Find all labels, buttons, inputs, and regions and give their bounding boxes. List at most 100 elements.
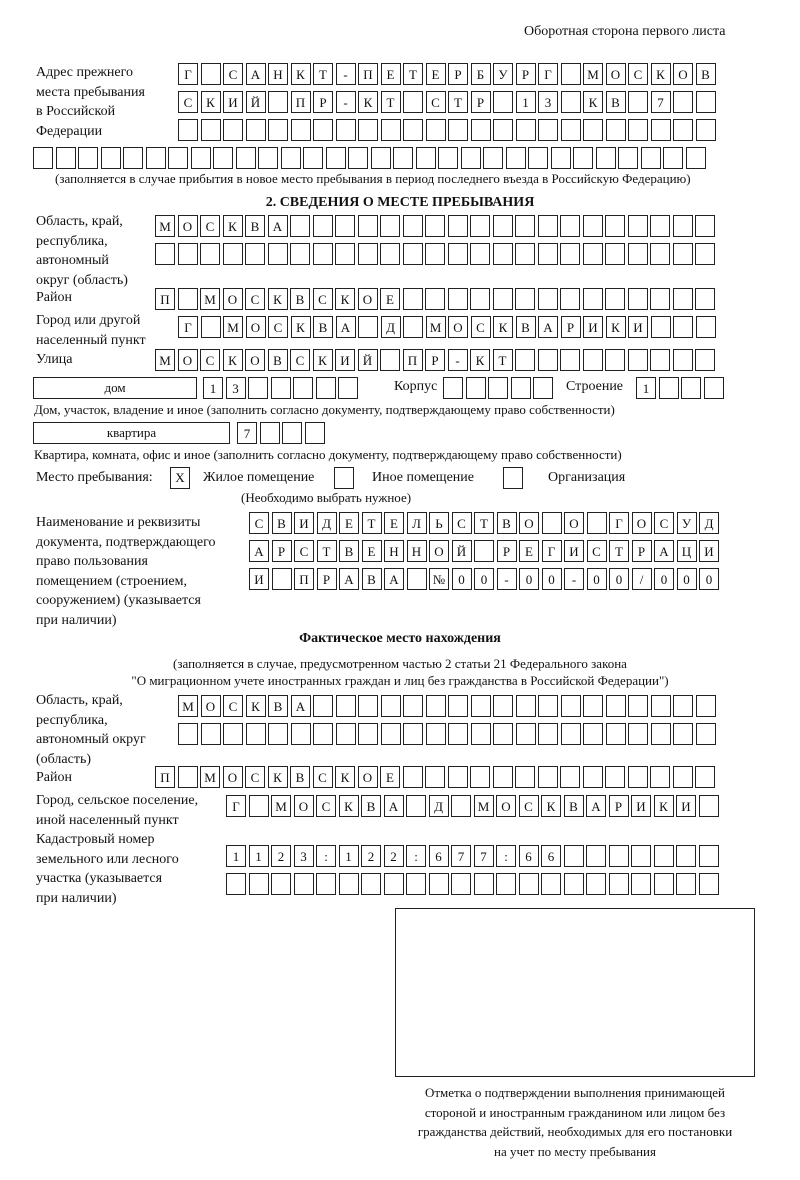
- form-cell[interactable]: П: [402, 349, 423, 371]
- form-cell[interactable]: В: [605, 91, 626, 113]
- form-cell[interactable]: У: [493, 63, 513, 85]
- form-cell[interactable]: В: [515, 316, 536, 338]
- form-cell[interactable]: К: [470, 349, 490, 371]
- form-cell[interactable]: В: [267, 349, 288, 371]
- form-cell[interactable]: О: [293, 795, 314, 817]
- form-cell[interactable]: М: [223, 316, 243, 338]
- form-cell[interactable]: И: [294, 512, 314, 534]
- form-cell[interactable]: [496, 873, 516, 895]
- form-cell[interactable]: [698, 795, 719, 817]
- form-cell[interactable]: А: [538, 316, 558, 338]
- form-cell[interactable]: [358, 316, 378, 338]
- form-cell[interactable]: :: [406, 845, 426, 867]
- form-cell[interactable]: [425, 243, 445, 265]
- form-cell[interactable]: [695, 695, 716, 717]
- form-cell[interactable]: М: [155, 349, 175, 371]
- form-cell[interactable]: [563, 845, 584, 867]
- form-cell[interactable]: Т: [380, 91, 401, 113]
- form-cell[interactable]: 2: [361, 845, 381, 867]
- form-cell[interactable]: [470, 723, 491, 745]
- place-checkbox-other[interactable]: [334, 467, 354, 489]
- form-cell[interactable]: [200, 243, 220, 265]
- form-cell[interactable]: [628, 695, 648, 717]
- form-cell[interactable]: [403, 316, 423, 338]
- form-cell[interactable]: [271, 873, 291, 895]
- form-cell[interactable]: [380, 349, 400, 371]
- form-cell[interactable]: [676, 845, 696, 867]
- form-cell[interactable]: :: [316, 845, 336, 867]
- form-cell[interactable]: 7: [451, 845, 471, 867]
- form-cell[interactable]: М: [271, 795, 291, 817]
- form-cell[interactable]: [226, 873, 246, 895]
- form-cell[interactable]: [271, 568, 292, 590]
- form-cell[interactable]: -: [564, 568, 584, 590]
- form-cell[interactable]: [448, 695, 468, 717]
- form-cell[interactable]: 7: [237, 422, 257, 444]
- form-cell[interactable]: В: [290, 766, 310, 788]
- form-cell[interactable]: И: [631, 795, 651, 817]
- form-cell[interactable]: [358, 723, 378, 745]
- form-cell[interactable]: [608, 873, 629, 895]
- form-cell[interactable]: С: [249, 512, 269, 534]
- form-cell[interactable]: [258, 147, 278, 169]
- form-cell[interactable]: С: [223, 695, 243, 717]
- form-cell[interactable]: Н: [268, 63, 288, 85]
- form-cell[interactable]: [650, 119, 671, 141]
- form-cell[interactable]: С: [518, 795, 539, 817]
- form-cell[interactable]: [335, 215, 355, 237]
- form-cell[interactable]: С: [245, 766, 265, 788]
- form-cell[interactable]: [650, 766, 670, 788]
- form-cell[interactable]: [605, 349, 625, 371]
- form-cell[interactable]: [380, 243, 400, 265]
- form-cell[interactable]: [248, 377, 268, 399]
- form-cell[interactable]: [425, 723, 446, 745]
- form-cell[interactable]: Р: [560, 316, 581, 338]
- form-cell[interactable]: [672, 288, 693, 310]
- form-cell[interactable]: [537, 243, 558, 265]
- form-cell[interactable]: К: [605, 316, 626, 338]
- form-cell[interactable]: Р: [608, 795, 629, 817]
- form-cell[interactable]: [177, 766, 198, 788]
- form-cell[interactable]: К: [245, 695, 266, 717]
- form-cell[interactable]: [348, 147, 368, 169]
- form-cell[interactable]: О: [357, 288, 378, 310]
- form-cell[interactable]: [380, 215, 400, 237]
- form-cell[interactable]: [406, 873, 426, 895]
- form-cell[interactable]: [673, 91, 693, 113]
- form-cell[interactable]: [695, 766, 715, 788]
- form-cell[interactable]: 1: [515, 91, 536, 113]
- form-cell[interactable]: [380, 119, 401, 141]
- form-cell[interactable]: [268, 91, 288, 113]
- form-cell[interactable]: [448, 119, 468, 141]
- form-cell[interactable]: О: [357, 766, 378, 788]
- form-cell[interactable]: С: [628, 63, 648, 85]
- form-cell[interactable]: [695, 723, 716, 745]
- form-cell[interactable]: В: [496, 512, 517, 534]
- form-cell[interactable]: Е: [339, 512, 359, 534]
- form-cell[interactable]: [541, 873, 561, 895]
- form-cell[interactable]: [402, 288, 423, 310]
- form-cell[interactable]: 1: [636, 377, 656, 399]
- form-cell[interactable]: С: [316, 795, 336, 817]
- form-cell[interactable]: С: [245, 288, 265, 310]
- form-cell[interactable]: 2: [271, 845, 291, 867]
- form-cell[interactable]: 1: [226, 845, 246, 867]
- form-cell[interactable]: В: [361, 795, 381, 817]
- form-cell[interactable]: [618, 147, 638, 169]
- form-cell[interactable]: О: [245, 349, 265, 371]
- form-cell[interactable]: Р: [271, 540, 292, 562]
- form-cell[interactable]: 0: [699, 568, 719, 590]
- form-cell[interactable]: [200, 119, 221, 141]
- form-cell[interactable]: [248, 873, 269, 895]
- form-cell[interactable]: С: [425, 91, 446, 113]
- form-cell[interactable]: [200, 63, 221, 85]
- form-cell[interactable]: П: [358, 63, 378, 85]
- form-cell[interactable]: [695, 119, 716, 141]
- form-cell[interactable]: [403, 695, 423, 717]
- form-cell[interactable]: С: [223, 63, 243, 85]
- form-cell[interactable]: В: [339, 540, 359, 562]
- form-cell[interactable]: [631, 873, 651, 895]
- form-cell[interactable]: С: [200, 215, 220, 237]
- form-cell[interactable]: [673, 316, 693, 338]
- form-cell[interactable]: [425, 766, 445, 788]
